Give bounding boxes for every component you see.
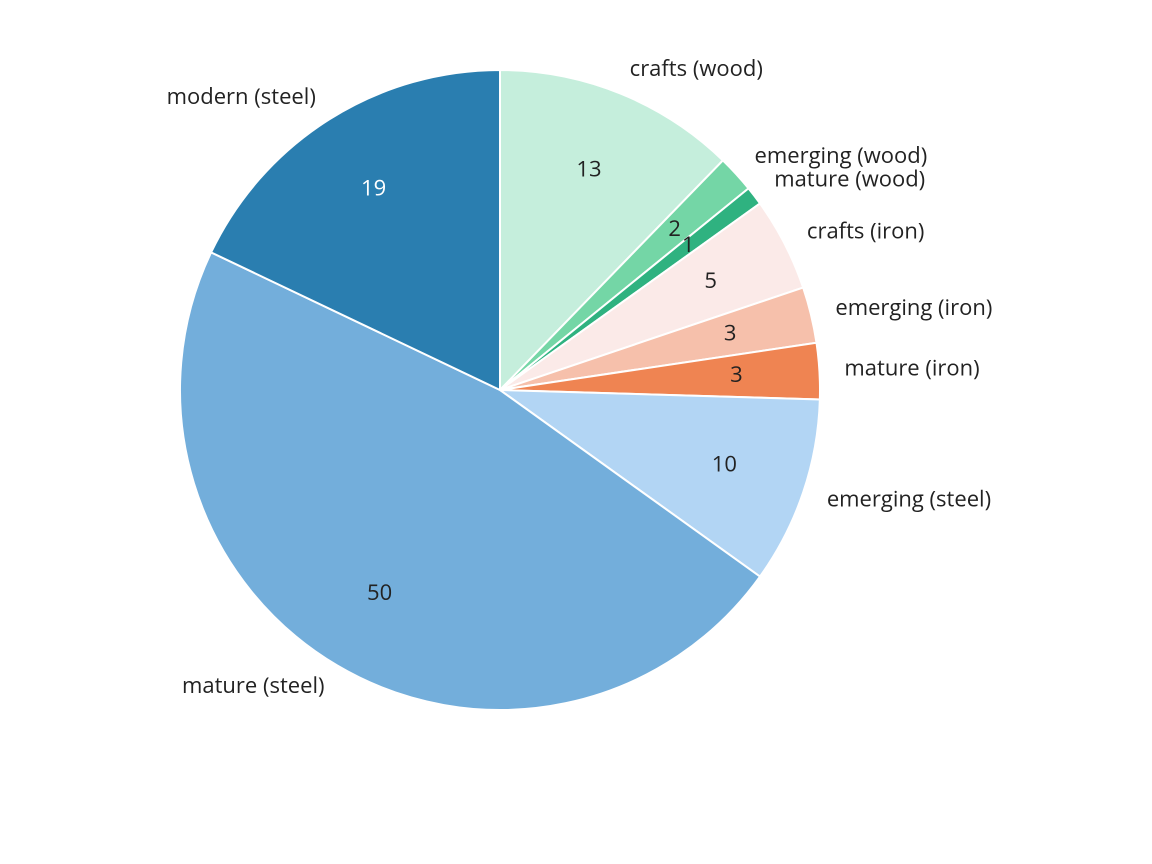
pie-value-label: 5	[704, 265, 717, 295]
pie-name-label: modern (steel)	[167, 81, 316, 111]
pie-value-label: 2	[668, 213, 681, 243]
pie-chart: 1321533105019crafts (wood)emerging (wood…	[0, 0, 1152, 864]
pie-value-label: 3	[724, 317, 737, 347]
pie-name-label: emerging (steel)	[827, 483, 991, 513]
pie-name-label: mature (steel)	[182, 670, 325, 700]
pie-value-label: 10	[712, 449, 737, 479]
pie-value-label: 50	[367, 577, 392, 607]
pie-name-label: crafts (wood)	[630, 53, 763, 83]
pie-name-label: mature (iron)	[844, 352, 979, 382]
pie-value-label: 19	[361, 173, 386, 203]
pie-name-label: crafts (iron)	[807, 215, 924, 245]
pie-name-label: mature (wood)	[774, 164, 925, 194]
pie-value-label: 1	[682, 229, 695, 259]
pie-value-label: 3	[730, 359, 743, 389]
pie-slices	[180, 70, 820, 710]
pie-value-label: 13	[576, 153, 601, 183]
pie-name-label: emerging (iron)	[835, 292, 992, 322]
